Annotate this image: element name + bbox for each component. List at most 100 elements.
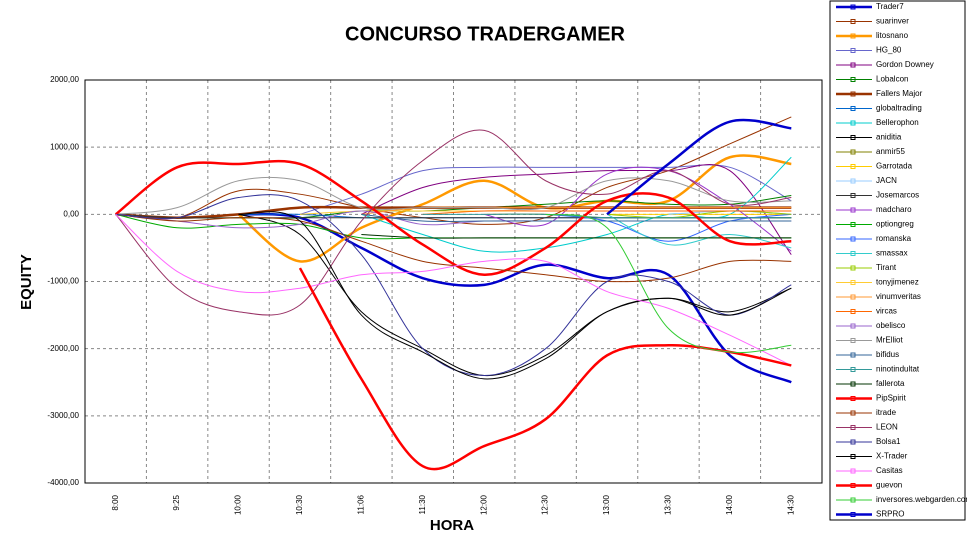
legend-marker xyxy=(850,62,856,68)
plot-border xyxy=(84,79,823,484)
legend-label: itrade xyxy=(876,408,897,417)
series-line xyxy=(115,213,792,366)
legend-marker xyxy=(850,178,856,184)
x-tick-label: 11:30 xyxy=(418,494,427,514)
x-tick-label: 11:06 xyxy=(356,494,365,514)
x-tick-label: 10:30 xyxy=(295,494,304,515)
legend-marker xyxy=(850,120,856,126)
legend-marker xyxy=(850,323,856,329)
y-tick-label: -4000,00 xyxy=(47,478,79,487)
series-line xyxy=(607,210,792,219)
series-line xyxy=(606,213,792,249)
legend-label: guevon xyxy=(876,481,902,490)
series-line xyxy=(238,212,792,384)
y-tick-label: -2000,00 xyxy=(47,344,79,353)
legend-label: Fallers Major xyxy=(876,89,923,98)
legend-label: smassax xyxy=(876,249,908,258)
legend-marker xyxy=(850,454,856,459)
legend-marker xyxy=(850,410,856,416)
series-line xyxy=(115,129,792,316)
series-line xyxy=(238,211,792,380)
series-line xyxy=(422,210,792,215)
legend-marker xyxy=(850,497,856,503)
y-tick-label: 2000,00 xyxy=(50,75,79,84)
legend-label: inversores.webgarden.com xyxy=(876,495,967,504)
legend-marker xyxy=(850,280,856,285)
y-tick-label: 0,00 xyxy=(63,209,79,218)
legend-marker xyxy=(850,381,856,387)
legend-marker xyxy=(850,135,856,140)
legend-marker xyxy=(850,48,856,53)
legend-marker xyxy=(850,251,856,256)
legend-label: romanska xyxy=(876,234,912,243)
legend-label: Gordon Downey xyxy=(876,60,934,69)
legend-marker xyxy=(850,439,856,445)
x-tick-label: 14:00 xyxy=(725,494,734,515)
legend-marker xyxy=(850,236,856,242)
legend-label: X-Trader xyxy=(876,452,908,461)
series-line xyxy=(115,176,792,215)
x-tick-label: 13:00 xyxy=(602,494,611,515)
legend-marker xyxy=(850,33,856,39)
series-line xyxy=(606,118,792,216)
legend-marker xyxy=(850,222,856,227)
legend-marker xyxy=(850,338,856,343)
series-line xyxy=(115,116,792,225)
series-line xyxy=(361,163,792,255)
series-line xyxy=(484,166,792,252)
legend-label: madcharo xyxy=(876,205,912,214)
legend-marker xyxy=(850,77,856,82)
legend-label: fallerota xyxy=(876,379,905,388)
y-tick-label: 1000,00 xyxy=(50,142,79,151)
series-line xyxy=(115,213,792,283)
legend-label: Trader7 xyxy=(876,2,904,11)
legend-marker xyxy=(850,193,856,198)
legend-marker xyxy=(850,164,856,169)
legend-marker xyxy=(850,425,856,430)
x-tick-label: 12:30 xyxy=(541,494,550,515)
x-tick-label: 13:30 xyxy=(664,494,673,515)
series-line xyxy=(545,213,792,354)
legend-marker xyxy=(850,294,856,300)
legend-label: Lobalcon xyxy=(876,75,908,84)
legend-label: Tirant xyxy=(876,263,897,272)
x-axis-label: HORA xyxy=(430,517,474,534)
legend-label: PipSpirit xyxy=(876,394,907,403)
legend-label: vinumveritas xyxy=(876,292,921,301)
legend-marker xyxy=(850,19,856,24)
y-tick-label: -3000,00 xyxy=(47,411,79,420)
legend-marker xyxy=(850,512,856,517)
legend-marker xyxy=(850,367,856,372)
legend-marker xyxy=(850,149,856,155)
legend-label: Bolsa1 xyxy=(876,437,901,446)
legend-label: Garrotada xyxy=(876,162,913,171)
y-axis-label: EQUITY xyxy=(18,254,35,310)
legend-label: bifidus xyxy=(876,350,899,359)
legend-label: LEON xyxy=(876,423,898,432)
series-line xyxy=(422,213,792,219)
legend-marker xyxy=(850,106,856,111)
legend-label: suarinver xyxy=(876,17,909,26)
legend-label: litosnano xyxy=(876,31,909,40)
series-line xyxy=(298,267,792,471)
series-line xyxy=(361,213,792,223)
legend-box xyxy=(829,0,966,521)
series-line xyxy=(115,194,792,377)
x-tick-label: 10:00 xyxy=(234,494,243,515)
legend-label: aniditia xyxy=(876,133,902,142)
x-tick-label: 12:00 xyxy=(479,494,488,515)
y-tick-label: -1000,00 xyxy=(47,277,79,286)
x-tick-label: 14:30 xyxy=(786,494,795,515)
legend-label: vircas xyxy=(876,307,897,316)
legend-label: HG_80 xyxy=(876,46,902,55)
legend-marker xyxy=(850,4,856,10)
legend-label: anmir55 xyxy=(876,147,905,156)
legend-label: tonyjimenez xyxy=(876,278,919,287)
x-tick-label: 8:00 xyxy=(111,494,120,510)
legend-marker xyxy=(850,207,856,213)
legend-marker xyxy=(850,468,856,474)
legend-label: MrElliot xyxy=(876,336,903,345)
legend-label: JACN xyxy=(876,176,897,185)
legend-marker xyxy=(850,309,856,314)
